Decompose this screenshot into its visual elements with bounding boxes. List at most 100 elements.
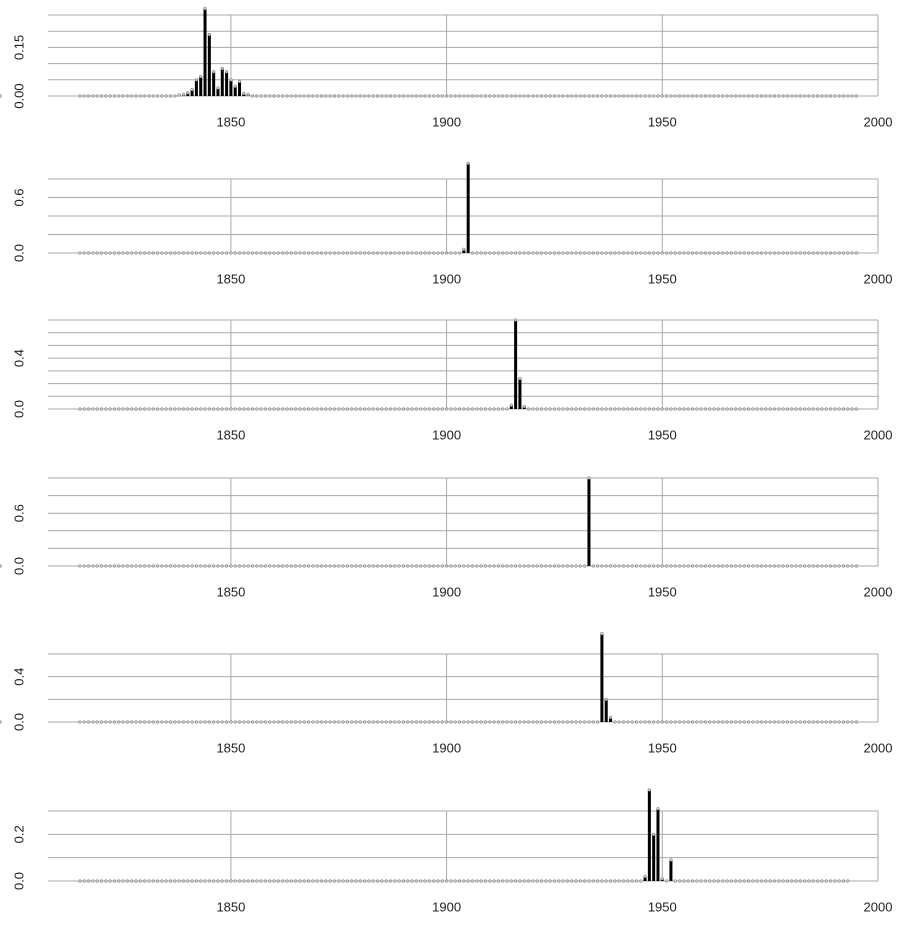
point [272, 720, 276, 724]
point [513, 318, 518, 322]
point [220, 564, 224, 568]
point [173, 720, 177, 724]
point [759, 407, 764, 411]
point [587, 407, 591, 411]
point [289, 564, 293, 568]
point [630, 407, 634, 411]
point [190, 879, 194, 883]
point [790, 879, 794, 883]
point [595, 720, 600, 724]
point [168, 564, 173, 568]
point [539, 720, 544, 724]
point [660, 564, 664, 568]
point [820, 720, 824, 724]
point [380, 879, 384, 883]
point [548, 564, 552, 568]
point [134, 251, 138, 255]
point [375, 251, 380, 255]
point [647, 94, 652, 98]
point [263, 251, 268, 255]
point [591, 564, 595, 568]
point [492, 564, 496, 568]
point [328, 564, 332, 568]
point [777, 94, 781, 98]
point [492, 251, 496, 255]
point [358, 407, 362, 411]
point [272, 564, 276, 568]
point [328, 94, 332, 98]
point [841, 564, 846, 568]
point [250, 94, 255, 98]
point [716, 251, 721, 255]
point [682, 720, 686, 724]
point [440, 879, 444, 883]
y-tick-label: 0.4 [11, 668, 26, 686]
point [220, 66, 224, 71]
point [134, 720, 138, 724]
point [708, 564, 712, 568]
point [121, 94, 125, 98]
point [224, 251, 229, 255]
point [410, 94, 414, 98]
point [0, 720, 2, 724]
point [548, 407, 552, 411]
point [117, 407, 121, 411]
point [354, 879, 358, 883]
point [302, 251, 306, 255]
point [164, 879, 168, 883]
point [764, 94, 768, 98]
point [729, 407, 733, 411]
point [600, 94, 604, 98]
point [738, 879, 742, 883]
point [626, 720, 630, 724]
point [78, 407, 82, 411]
point [501, 94, 505, 98]
point [311, 720, 315, 724]
point [738, 407, 742, 411]
point [134, 879, 138, 883]
point [682, 879, 686, 883]
point [777, 720, 781, 724]
point [436, 879, 440, 883]
point [306, 94, 311, 98]
point [699, 564, 703, 568]
y-tick-label: 0.0 [11, 557, 26, 575]
point [721, 720, 725, 724]
point [401, 94, 406, 98]
point [375, 564, 380, 568]
point [488, 564, 492, 568]
point [803, 94, 807, 98]
point [449, 407, 453, 411]
point [212, 720, 216, 724]
point [759, 251, 764, 255]
point [695, 407, 699, 411]
point [574, 720, 578, 724]
point [621, 564, 626, 568]
point [483, 720, 488, 724]
point [259, 720, 263, 724]
point [125, 251, 130, 255]
point [371, 720, 375, 724]
point [643, 564, 647, 568]
point [345, 720, 350, 724]
point [242, 407, 246, 411]
point [298, 720, 302, 724]
point [643, 251, 647, 255]
point [479, 94, 483, 98]
point [656, 251, 660, 255]
point [406, 407, 410, 411]
point [281, 407, 285, 411]
point [475, 564, 479, 568]
point [427, 879, 432, 883]
point [91, 407, 95, 411]
point [565, 251, 570, 255]
point [647, 564, 652, 568]
point [466, 94, 470, 98]
point [216, 879, 220, 883]
point [406, 564, 410, 568]
point [406, 94, 410, 98]
point [393, 407, 397, 411]
point [785, 94, 790, 98]
point [738, 251, 742, 255]
point [509, 251, 513, 255]
